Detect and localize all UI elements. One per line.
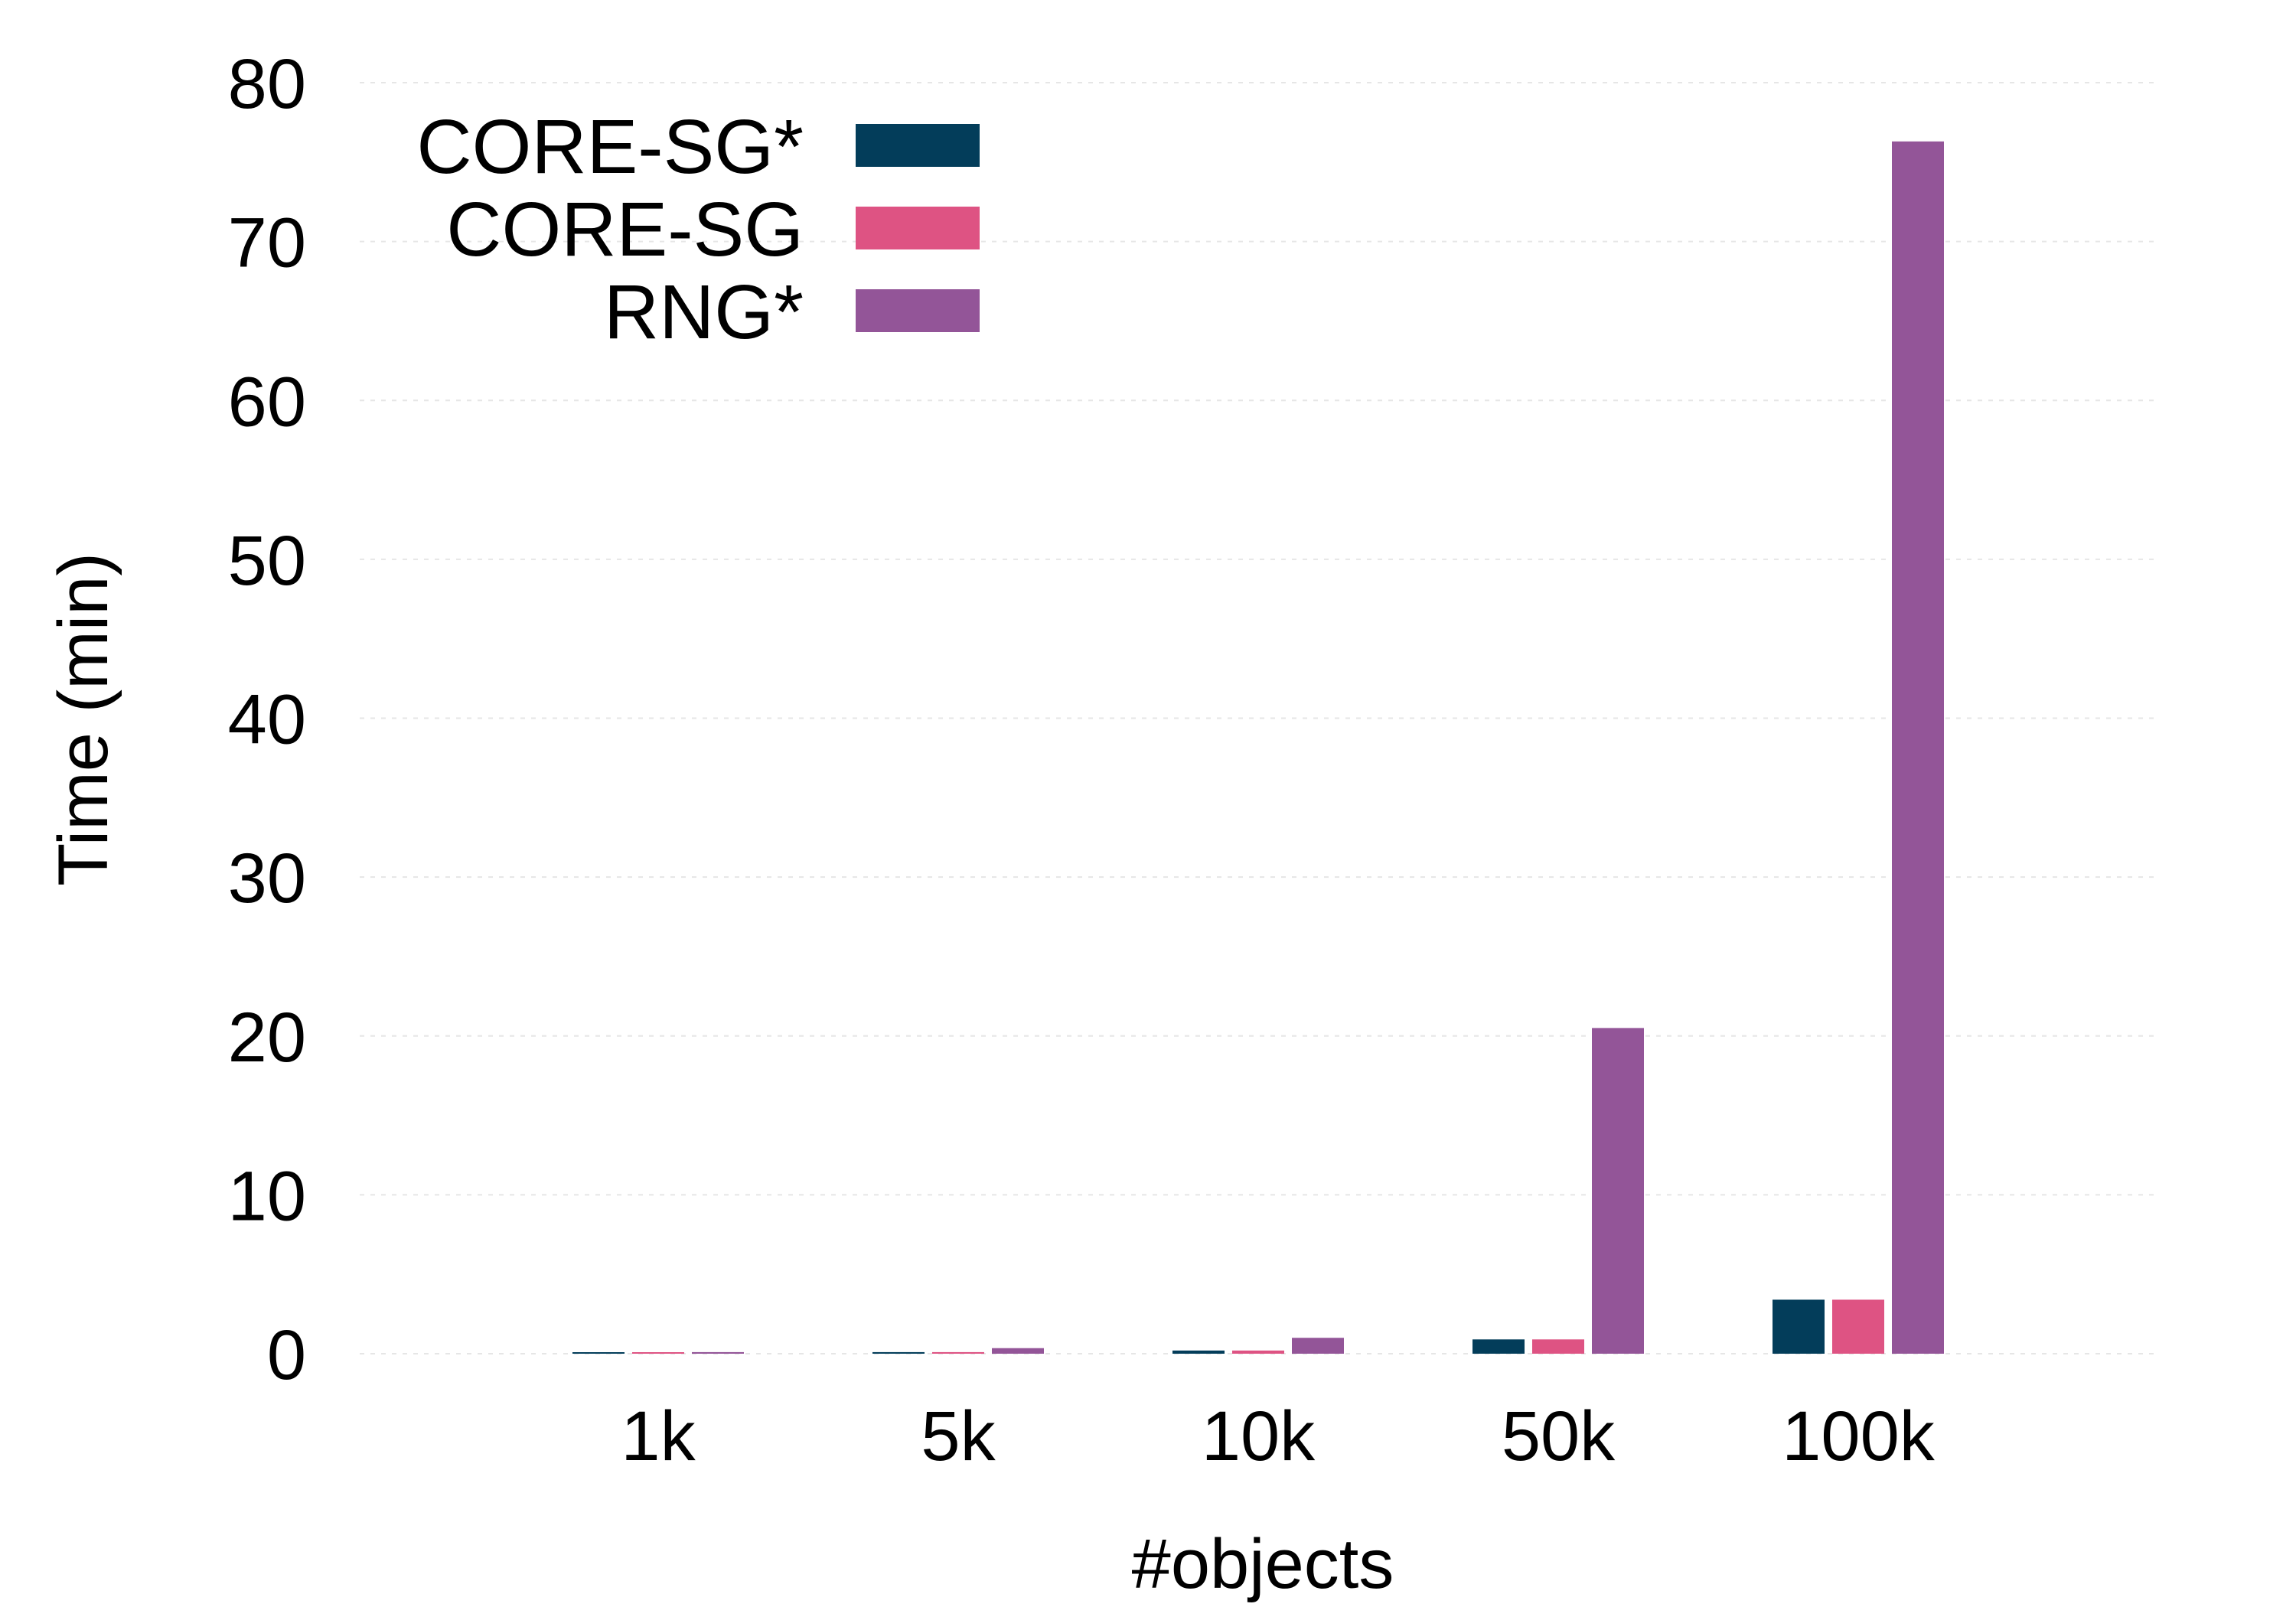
x-tick-label: 1k <box>621 1397 696 1475</box>
y-tick-label: 60 <box>228 363 306 441</box>
x-tick-label: 10k <box>1202 1397 1316 1475</box>
x-tick-label: 50k <box>1502 1397 1616 1475</box>
y-tick-label: 50 <box>228 522 306 600</box>
y-tick-label: 70 <box>228 204 306 282</box>
bar-core-sg--50k <box>1473 1339 1525 1354</box>
legend-swatch <box>856 207 980 249</box>
x-axis-title: #objects <box>1132 1525 1394 1603</box>
bar-rng--100k <box>1892 141 1944 1354</box>
bars <box>572 141 1944 1354</box>
legend-label: CORE-SG <box>446 187 804 272</box>
bar-core-sg-50k <box>1532 1339 1584 1354</box>
y-tick-label: 20 <box>228 999 306 1077</box>
bar-rng--50k <box>1592 1028 1644 1354</box>
bar-rng--5k <box>992 1348 1044 1354</box>
x-axis-ticks: 1k 5k 10k 50k 100k <box>621 1397 1935 1475</box>
y-tick-label: 80 <box>228 45 306 123</box>
bar-core-sg--10k <box>1172 1350 1225 1354</box>
legend-swatch <box>856 124 980 167</box>
legend-label: RNG* <box>604 269 804 355</box>
bar-core-sg-10k <box>1232 1350 1284 1354</box>
bar-rng--1k <box>692 1351 744 1354</box>
bar-core-sg--1k <box>572 1352 625 1354</box>
y-tick-label: 0 <box>267 1316 306 1394</box>
legend-label: CORE-SG* <box>416 104 804 190</box>
x-tick-label: 100k <box>1782 1397 1935 1475</box>
bar-core-sg--100k <box>1773 1299 1825 1354</box>
bar-core-sg-1k <box>632 1352 684 1354</box>
bar-core-sg--5k <box>872 1351 925 1354</box>
legend-swatch <box>856 289 980 332</box>
y-tick-label: 40 <box>228 681 306 759</box>
bar-rng--10k <box>1292 1338 1344 1354</box>
x-tick-label: 5k <box>921 1397 996 1475</box>
bar-core-sg-100k <box>1832 1299 1884 1354</box>
y-tick-label: 30 <box>228 839 306 918</box>
y-axis-ticks: 0 10 20 30 40 50 60 70 80 <box>228 45 306 1394</box>
y-axis-title: Time (min) <box>44 553 122 886</box>
y-tick-label: 10 <box>228 1157 306 1235</box>
bar-core-sg-5k <box>932 1351 984 1354</box>
